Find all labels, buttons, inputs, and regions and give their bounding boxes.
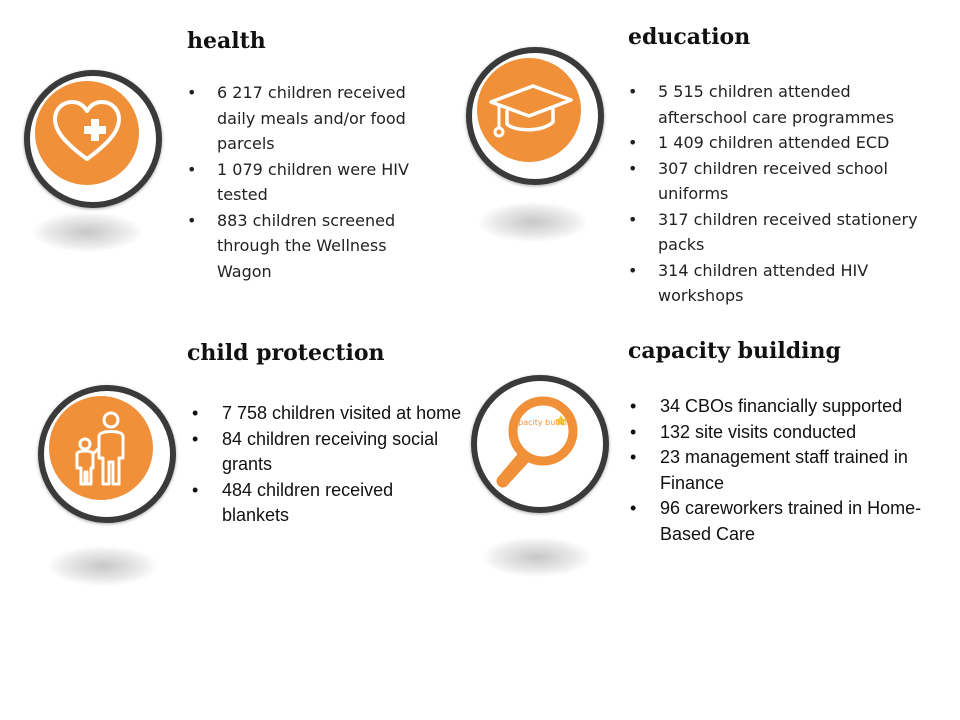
list-item: 132 site visits conducted xyxy=(630,420,940,446)
list-item: 484 children received blankets xyxy=(192,478,462,529)
list-item: 5 515 children attended afterschool care… xyxy=(628,79,928,130)
list-item: 96 careworkers trained in Home-Based Car… xyxy=(630,496,940,547)
child-protection-title: child protection xyxy=(187,340,385,366)
child-protection-icon-badge xyxy=(38,385,178,525)
graduation-cap-icon xyxy=(489,84,573,138)
health-icon-badge xyxy=(24,70,164,210)
list-item: 1 079 children were HIV tested xyxy=(187,157,437,208)
list-item: 7 758 children visited at home xyxy=(192,401,462,427)
heart-plus-icon xyxy=(53,100,121,161)
capacity-building-icon-shadow xyxy=(482,537,592,577)
parent-child-icon xyxy=(75,411,125,486)
education-icon-shadow xyxy=(478,202,588,242)
capacity-building-list: 34 CBOs financially supported 132 site v… xyxy=(630,394,940,547)
list-item: 1 409 children attended ECD xyxy=(628,130,928,156)
child-protection-list: 7 758 children visited at home 84 childr… xyxy=(192,401,462,529)
list-item: 307 children received school uniforms xyxy=(628,156,928,207)
health-list: 6 217 children received daily meals and/… xyxy=(187,80,437,284)
list-item: 314 children attended HIV workshops xyxy=(628,258,928,309)
list-item: 34 CBOs financially supported xyxy=(630,394,940,420)
education-list: 5 515 children attended afterschool care… xyxy=(628,79,928,309)
education-icon-badge xyxy=(466,47,606,187)
list-item: 883 children screened through the Wellne… xyxy=(187,208,437,285)
child-protection-icon-shadow xyxy=(48,546,158,586)
health-icon-shadow xyxy=(32,212,142,252)
list-item: 317 children received stationery packs xyxy=(628,207,928,258)
magnifying-glass-icon: capacity building xyxy=(496,396,578,488)
list-item: 84 children receiving social grants xyxy=(192,427,462,478)
capacity-building-icon-text: capacity building xyxy=(509,418,577,427)
education-title: education xyxy=(628,24,751,50)
capacity-building-title: capacity building xyxy=(628,338,841,364)
list-item: 23 management staff trained in Finance xyxy=(630,445,940,496)
health-title: health xyxy=(187,28,266,54)
list-item: 6 217 children received daily meals and/… xyxy=(187,80,437,157)
capacity-building-icon-badge: capacity building xyxy=(471,375,611,515)
